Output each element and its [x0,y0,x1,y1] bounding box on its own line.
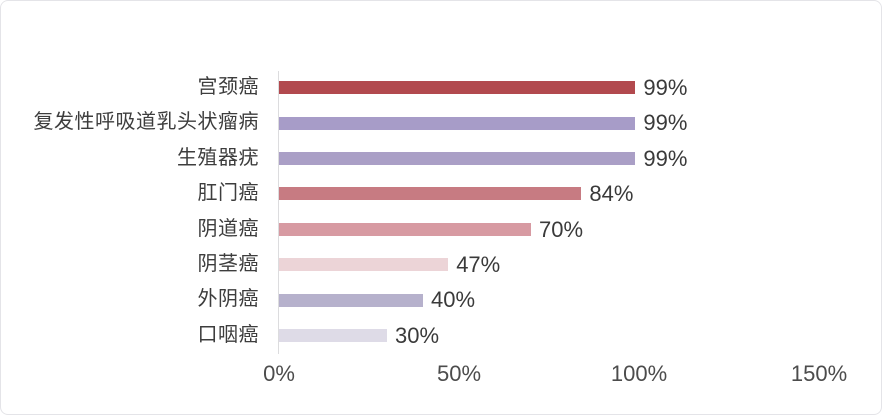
category-label: 肛门癌 [197,182,259,205]
y-axis-line [278,71,279,354]
chart-row: 阴道癌 70% [1,212,881,247]
category-label: 阴茎癌 [197,253,259,275]
x-axis-tick: 0% [263,361,295,386]
category-label: 生殖器疣 [177,146,259,169]
value-label: 47% [456,252,501,277]
bar [279,293,423,307]
category-label: 复发性呼吸道乳头状瘤病 [33,111,259,134]
value-label: 99% [643,75,688,100]
value-label: 40% [431,287,476,313]
x-axis-tick: 50% [436,361,482,386]
category-label: 口咽癌 [197,323,259,346]
category-label: 外阴癌 [197,288,259,311]
bar [279,328,387,342]
chart-row: 宫颈癌 99% [1,70,881,105]
chart-row: 阴茎癌 47% [1,247,881,282]
x-axis-tick: 100% [610,361,668,386]
bar [279,81,636,95]
chart-row: 口咽癌 30% [1,318,881,353]
bar [279,187,582,201]
bar [279,151,636,165]
bar [279,258,449,272]
category-label: 阴道癌 [197,217,259,240]
category-label: 宫颈癌 [197,76,259,98]
value-label: 99% [643,145,688,171]
chart-row: 外阴癌 40% [1,282,881,317]
value-label: 84% [589,181,634,207]
chart-row: 复发性呼吸道乳头状瘤病 99% [1,105,881,140]
value-label: 70% [539,216,584,242]
chart-row: 肛门癌 84% [1,176,881,211]
value-label: 99% [643,110,688,136]
x-axis-tick: 150% [790,361,848,386]
bar [279,222,531,236]
bar [279,116,636,130]
chart-row: 生殖器疣 99% [1,141,881,176]
value-label: 30% [395,322,440,348]
